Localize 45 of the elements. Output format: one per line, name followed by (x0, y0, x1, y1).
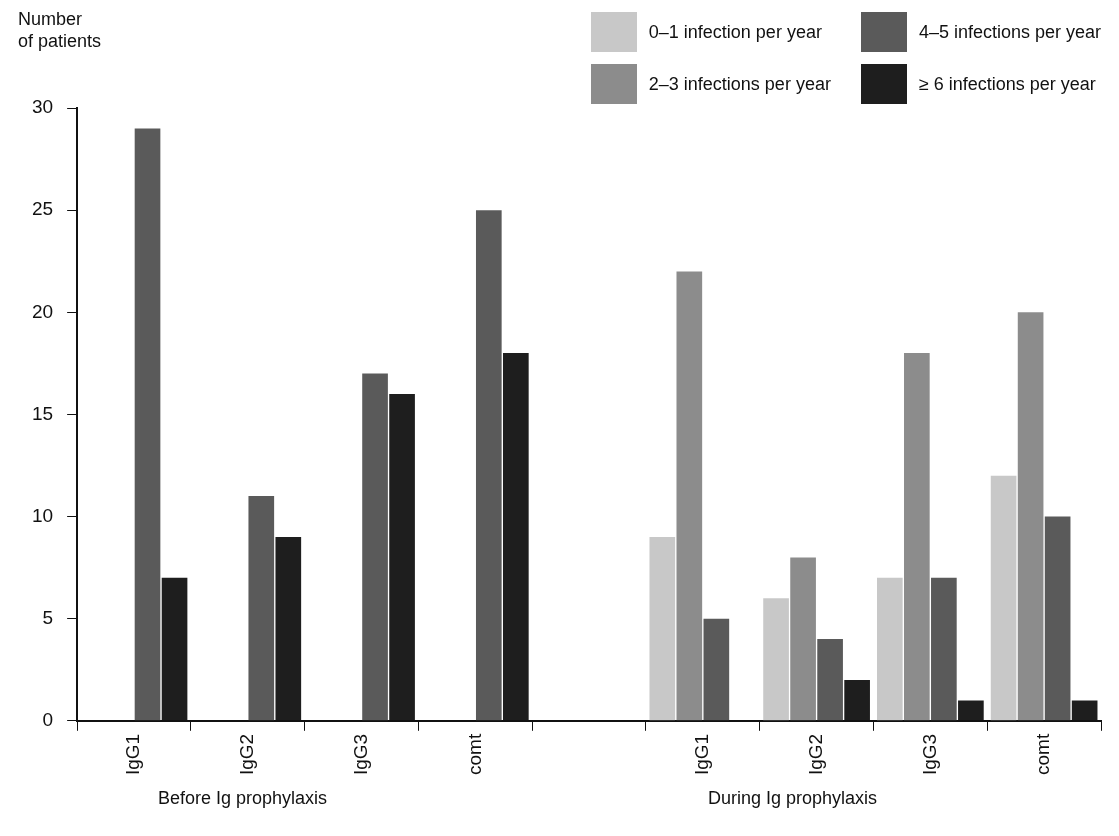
bar (503, 353, 529, 721)
bar (475, 210, 502, 721)
y-tick-label: 10 (31, 504, 54, 526)
y-tick-label: 5 (42, 606, 54, 628)
x-tick-label: comt (1032, 733, 1054, 775)
x-tick-label: IgG3 (918, 733, 940, 776)
bar (931, 577, 957, 721)
bar (817, 639, 843, 721)
y-tick-label: 15 (31, 402, 54, 424)
bar (649, 536, 676, 721)
bar (990, 475, 1017, 721)
x-tick-label: IgG1 (691, 733, 713, 776)
bar (275, 536, 302, 721)
x-tick-label: IgG2 (236, 733, 258, 776)
bar (844, 679, 870, 721)
x-tick-label: IgG3 (349, 733, 371, 776)
bar (676, 271, 703, 721)
legend-label: ≥ 6 infections per year (918, 73, 1096, 95)
bar (790, 557, 816, 721)
bar (362, 373, 388, 721)
x-tick-label: IgG1 (122, 733, 144, 776)
bar (703, 618, 730, 721)
bar (1071, 700, 1098, 721)
x-tick-label: comt (463, 733, 485, 775)
y-axis-title: Number of patients (18, 8, 102, 52)
legend-label: 4–5 infections per year (918, 21, 1101, 43)
y-tick-label: 20 (31, 300, 54, 322)
bar (958, 700, 984, 721)
legend-label: 2–3 infections per year (648, 73, 831, 95)
x-tick-label: IgG2 (804, 733, 826, 776)
bar (389, 393, 415, 721)
y-tick-label: 30 (31, 96, 54, 118)
bar (904, 353, 930, 721)
bar (134, 128, 161, 721)
bar (248, 496, 275, 721)
text: During Ig prophylaxis (708, 788, 878, 809)
legend-label: 0–1 infection per year (648, 21, 822, 43)
bar (876, 577, 903, 721)
text: Before Ig prophylaxis (158, 788, 328, 809)
bar (161, 577, 188, 721)
y-tick-label: 0 (42, 709, 54, 731)
bar (763, 598, 789, 721)
y-tick-label: 25 (31, 198, 54, 220)
bar (1017, 312, 1044, 721)
bar (1044, 516, 1071, 721)
